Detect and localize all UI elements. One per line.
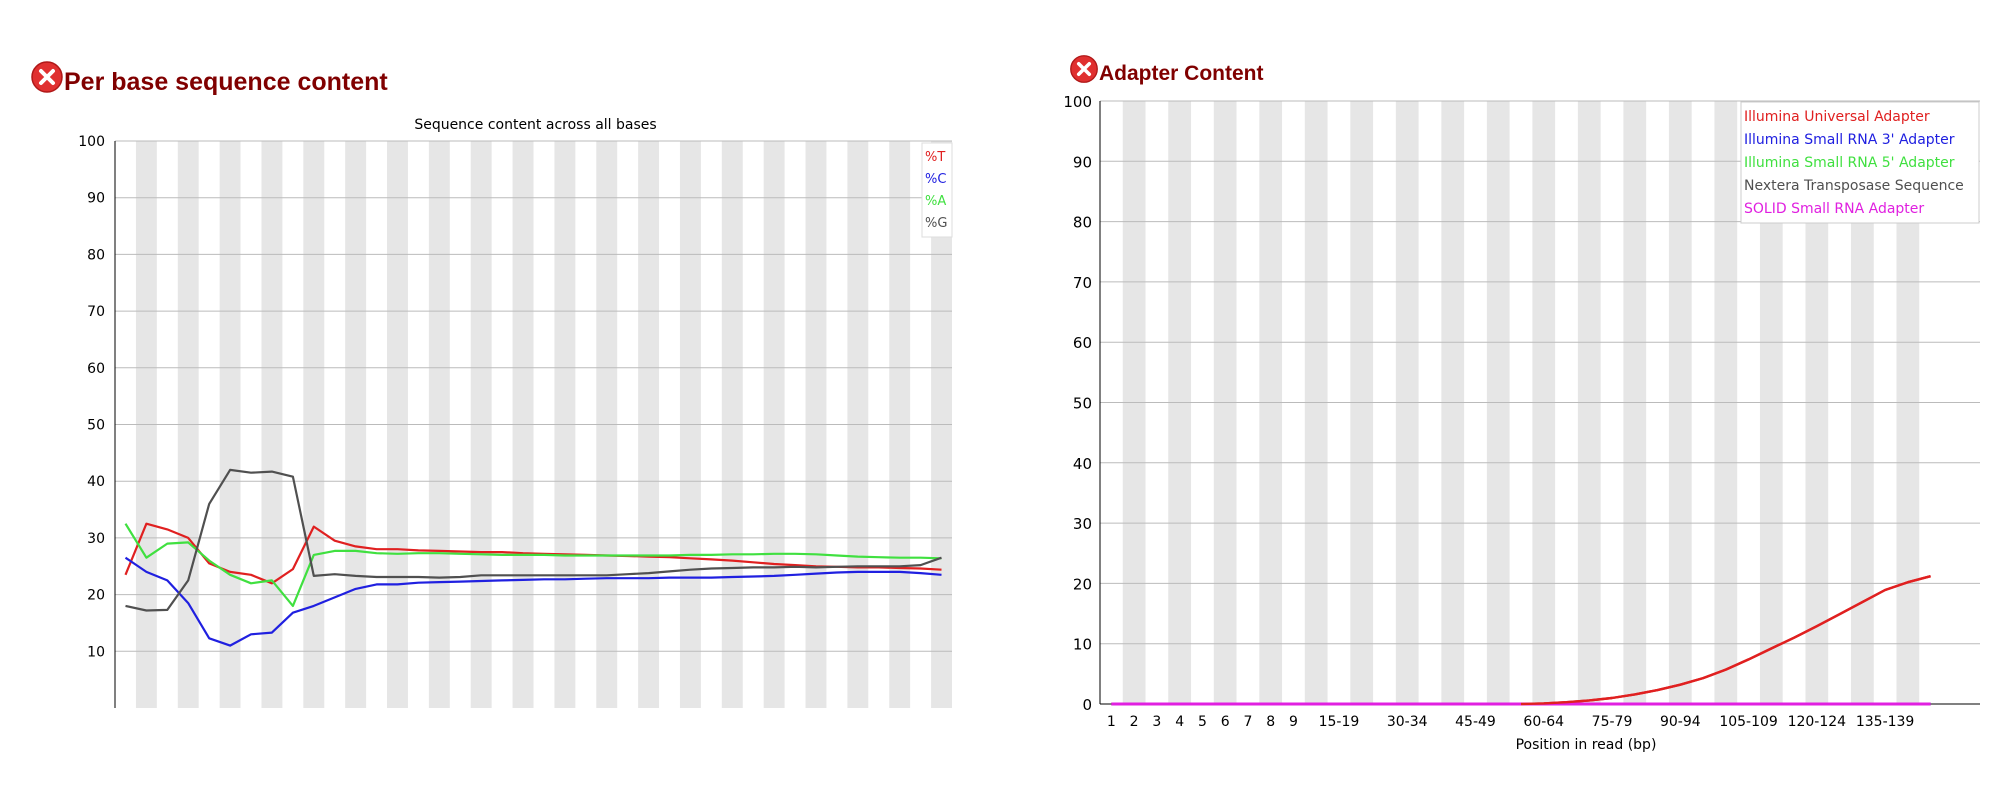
series-line xyxy=(125,468,942,612)
panel-title: Adapter Content xyxy=(1099,62,1264,85)
series-line xyxy=(124,522,942,585)
legend-entry: %T xyxy=(925,150,945,165)
legend-entry: SOLID Small RNA Adapter xyxy=(1744,201,1924,217)
y-tick-label: 80 xyxy=(87,247,105,263)
y-tick-label: 20 xyxy=(1073,575,1092,593)
x-tick-label: 7 xyxy=(1243,714,1252,730)
series-line xyxy=(124,556,942,647)
x-tick-label: 3 xyxy=(1152,714,1161,730)
legend-box xyxy=(1740,101,1980,224)
x-tick-label: 4 xyxy=(1175,714,1184,730)
x-tick-label: 30-34 xyxy=(1387,714,1428,730)
x-tick-label: 9 xyxy=(1289,714,1298,730)
x-tick-label: 2 xyxy=(1130,714,1139,730)
y-tick-label: 60 xyxy=(87,361,105,377)
per-base-sequence-content-header: Per base sequence content xyxy=(30,56,388,97)
error-icon xyxy=(1070,55,1098,83)
y-tick-label: 90 xyxy=(1073,153,1092,171)
sequence-content-chart: 10 20 30 40 50 60 70 80 90 100 Sequence content ac… xyxy=(78,117,953,708)
chart-title: Sequence content across all bases xyxy=(414,117,656,133)
legend-box xyxy=(921,142,953,238)
adapter-content-header: Adapter Content xyxy=(1069,52,1264,86)
x-tick-label: 120-124 xyxy=(1788,714,1847,730)
legend-entry: Nextera Transposase Sequence xyxy=(1744,178,1964,194)
x-tick-label: 5 xyxy=(1198,714,1207,730)
y-tick-label: 30 xyxy=(87,531,105,547)
x-tick-label: 60-64 xyxy=(1523,714,1564,730)
y-tick-label: 40 xyxy=(1073,455,1092,473)
error-icon xyxy=(31,60,63,93)
x-axis-label: Position in read (bp) xyxy=(1516,737,1657,753)
legend-entry: %C xyxy=(925,172,946,187)
x-tick-label: 90-94 xyxy=(1660,714,1701,730)
legend-entry: %A xyxy=(925,194,946,209)
legend-entry: Illumina Small RNA 5' Adapter xyxy=(1744,155,1955,171)
y-tick-label: 10 xyxy=(1073,636,1092,654)
legend-entry: Illumina Universal Adapter xyxy=(1744,109,1930,125)
x-tick-label: 135-139 xyxy=(1856,714,1915,730)
y-tick-label: 20 xyxy=(87,588,105,604)
x-tick-label: 15-19 xyxy=(1319,714,1360,730)
per-base-sequence-content-panel: Per base sequence content 10 20 30 40 50 60 70… xyxy=(0,0,980,790)
x-tick-label: 105-109 xyxy=(1719,714,1778,730)
y-tick-label: 90 xyxy=(87,191,105,207)
y-tick-label: 10 xyxy=(87,644,105,660)
x-tick-label: 1 xyxy=(1107,714,1116,730)
y-tick-label: 70 xyxy=(1073,274,1092,292)
y-tick-label: 100 xyxy=(78,134,105,150)
adapter-content-panel: Adapter Content 0 10 20 30 40 50 60 70 80 90 100 1 2… xyxy=(1040,0,1998,790)
x-tick-label: 75-79 xyxy=(1592,714,1633,730)
legend-entry: Illumina Small RNA 3' Adapter xyxy=(1744,132,1955,148)
legend-entry: %G xyxy=(925,216,947,231)
panel-title: Per base sequence content xyxy=(64,68,388,96)
series-line xyxy=(1520,575,1931,706)
y-tick-label: 40 xyxy=(87,474,105,490)
adapter-content-chart: 0 10 20 30 40 50 60 70 80 90 100 1 2 3 4 5 6 7 8 9 15-19 30-3… xyxy=(1063,93,1980,753)
y-tick-label: 80 xyxy=(1073,214,1092,232)
y-tick-label: 60 xyxy=(1073,334,1092,352)
x-tick-label: 6 xyxy=(1221,714,1230,730)
series-line xyxy=(124,523,942,608)
y-tick-label: 70 xyxy=(87,304,105,320)
y-tick-label: 50 xyxy=(87,418,105,434)
y-tick-label: 50 xyxy=(1073,395,1092,413)
x-tick-label: 8 xyxy=(1266,714,1275,730)
x-tick-label: 45-49 xyxy=(1455,714,1496,730)
y-tick-label: 100 xyxy=(1063,93,1092,111)
y-tick-label: 0 xyxy=(1082,696,1092,714)
y-tick-label: 30 xyxy=(1073,515,1092,533)
